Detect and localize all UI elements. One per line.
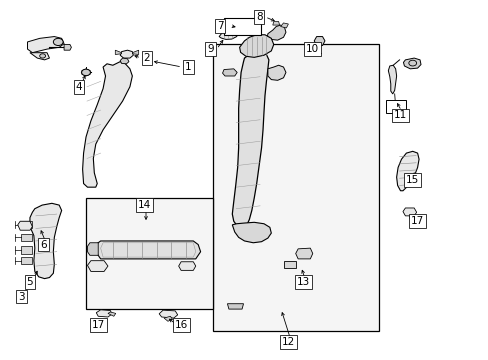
Polygon shape	[267, 65, 285, 80]
Text: 8: 8	[255, 12, 262, 22]
Polygon shape	[96, 241, 200, 259]
Text: 2: 2	[143, 53, 150, 63]
Text: 11: 11	[393, 111, 407, 121]
Text: 10: 10	[305, 44, 319, 54]
Polygon shape	[232, 222, 271, 243]
Polygon shape	[18, 221, 32, 230]
Polygon shape	[108, 312, 116, 316]
Text: 15: 15	[405, 175, 419, 185]
Polygon shape	[81, 69, 90, 76]
Polygon shape	[227, 304, 243, 309]
Polygon shape	[132, 50, 139, 54]
Polygon shape	[222, 69, 237, 76]
Polygon shape	[21, 234, 32, 241]
Bar	[86, 198, 212, 309]
Text: 7: 7	[216, 21, 223, 31]
Polygon shape	[115, 50, 122, 54]
Text: 5: 5	[26, 277, 33, 287]
Circle shape	[81, 69, 90, 76]
Text: 9: 9	[206, 44, 213, 54]
Polygon shape	[21, 246, 32, 253]
Text: 16: 16	[174, 320, 187, 330]
Polygon shape	[219, 25, 238, 40]
Polygon shape	[96, 310, 112, 317]
Bar	[224, 18, 260, 35]
Polygon shape	[295, 248, 312, 259]
Polygon shape	[232, 51, 268, 227]
Text: 1: 1	[185, 62, 191, 72]
Polygon shape	[30, 53, 49, 60]
Text: 4: 4	[75, 82, 82, 92]
Polygon shape	[403, 58, 420, 69]
Polygon shape	[27, 37, 64, 53]
Text: 6: 6	[40, 239, 47, 249]
Polygon shape	[21, 257, 32, 264]
Bar	[212, 44, 378, 330]
Circle shape	[408, 60, 416, 66]
Polygon shape	[87, 261, 108, 271]
Text: 3: 3	[19, 292, 25, 302]
Polygon shape	[163, 316, 172, 321]
Polygon shape	[280, 23, 288, 28]
Bar	[385, 100, 406, 113]
Polygon shape	[267, 25, 285, 40]
Polygon shape	[87, 243, 98, 255]
Polygon shape	[120, 58, 129, 64]
Polygon shape	[402, 208, 416, 216]
Polygon shape	[314, 37, 325, 45]
Polygon shape	[239, 35, 273, 57]
Polygon shape	[120, 50, 133, 58]
Polygon shape	[284, 261, 295, 268]
Polygon shape	[30, 203, 61, 279]
Polygon shape	[82, 62, 132, 187]
Circle shape	[40, 54, 45, 58]
Text: 13: 13	[296, 277, 309, 287]
Polygon shape	[178, 262, 195, 270]
Text: 12: 12	[281, 337, 294, 347]
Polygon shape	[64, 44, 71, 50]
Text: 14: 14	[138, 200, 151, 210]
Polygon shape	[21, 221, 32, 228]
Polygon shape	[159, 310, 177, 318]
Text: 17: 17	[410, 216, 424, 226]
Circle shape	[53, 39, 63, 45]
Polygon shape	[272, 22, 279, 25]
Polygon shape	[396, 151, 418, 191]
Text: 17: 17	[91, 320, 104, 330]
Polygon shape	[387, 65, 396, 94]
